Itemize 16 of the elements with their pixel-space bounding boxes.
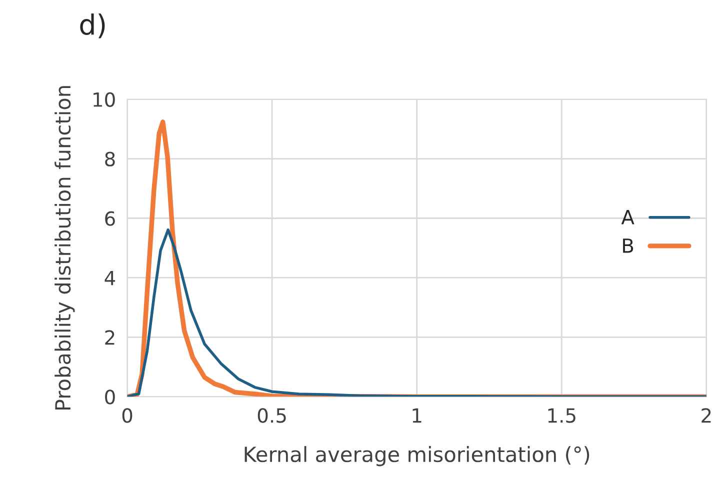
x-tick-label: 1.5	[548, 408, 576, 423]
y-tick-label: 0	[105, 390, 115, 404]
x-axis-title: Kernal average misorientation (°)	[244, 446, 590, 466]
x-tick-label: 0	[122, 408, 132, 423]
x-tick-label: 2	[702, 408, 711, 423]
y-tick-label: 4	[104, 270, 116, 286]
legend-label: B	[623, 238, 634, 253]
legend-label: A	[621, 210, 634, 224]
chart-title: d)	[80, 13, 105, 38]
y-axis-title: Probability distribution function	[54, 86, 75, 410]
x-tick-label: 0.5	[258, 408, 286, 423]
y-tick-label: 10	[94, 92, 115, 107]
x-tick-label: 1	[412, 408, 422, 423]
y-tick-label: 2	[105, 330, 114, 345]
y-tick-label: 6	[105, 211, 115, 226]
y-tick-label: 8	[105, 152, 115, 166]
